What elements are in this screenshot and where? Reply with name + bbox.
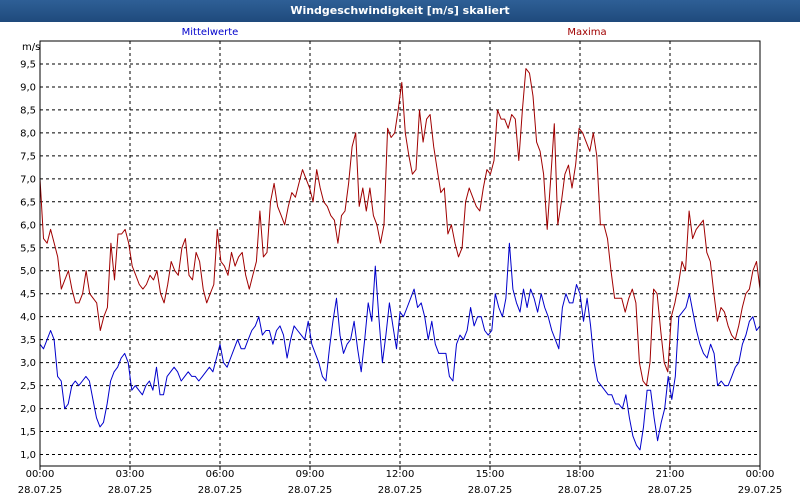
y-tick-label: 4,5: [20, 289, 36, 300]
x-tick-time: 12:00: [386, 469, 415, 480]
y-tick-label: 9,5: [20, 59, 36, 70]
x-tick-date: 28.07.25: [558, 485, 603, 496]
x-tick-date: 28.07.25: [18, 485, 63, 496]
y-tick-label: 8,0: [20, 128, 36, 139]
x-tick-date: 29.07.25: [738, 485, 783, 496]
y-tick-label: 3,0: [20, 358, 36, 369]
x-tick-time: 15:00: [476, 469, 505, 480]
y-tick-label: 5,5: [20, 243, 36, 254]
x-tick-date: 28.07.25: [468, 485, 513, 496]
x-tick-time: 09:00: [296, 469, 325, 480]
y-tick-label: 4,0: [20, 312, 36, 323]
y-tick-label: 2,0: [20, 404, 36, 415]
series-lines: [39, 68, 761, 451]
x-tick-date: 28.07.25: [648, 485, 693, 496]
y-axis-label: m/s: [22, 42, 40, 53]
y-tick-label: 7,0: [20, 174, 36, 185]
y-tick-label: 1,5: [20, 427, 36, 438]
series-line-mittelwerte: [39, 242, 761, 451]
y-tick-label: 9,0: [20, 82, 36, 93]
series-label-maxima: Maxima: [567, 27, 606, 38]
y-tick-label: 7,5: [20, 151, 36, 162]
y-tick-labels: 1,0 1,5 2,0 2,5 3,0 3,5 4,0 4,5 5,0 5,5 6,0 6,5 7,0 7…: [20, 59, 36, 461]
x-tick-time: 21:00: [656, 469, 685, 480]
y-tick-label: 2,5: [20, 381, 36, 392]
x-tick-time: 18:00: [566, 469, 595, 480]
plot-frame: [39, 40, 761, 467]
wind-speed-chart: m/s Mittelwerte Maxima 1,0 1,5 2,0 2,5 3,0 3,…: [18, 27, 783, 496]
x-tick-labels: 00:00 28.07.25 03:00 28.07.25 06:00 28.07.25 0…: [18, 466, 783, 496]
y-tick-label: 6,5: [20, 197, 36, 208]
x-tick-time: 00:00: [746, 469, 775, 480]
x-tick-time: 03:00: [116, 469, 145, 480]
x-tick-date: 28.07.25: [378, 485, 423, 496]
y-tick-label: 8,5: [20, 105, 36, 116]
x-tick-date: 28.07.25: [288, 485, 333, 496]
y-tick-label: 3,5: [20, 335, 36, 346]
x-tick-date: 28.07.25: [108, 485, 153, 496]
series-label-mittelwerte: Mittelwerte: [182, 27, 239, 38]
y-tick-label: 6,0: [20, 220, 36, 231]
x-tick-time: 00:00: [26, 469, 55, 480]
y-tick-label: 5,0: [20, 266, 36, 277]
chart-title: Windgeschwindigkeit [m/s] skaliert: [0, 0, 800, 22]
grid: [40, 41, 760, 466]
x-tick-time: 06:00: [206, 469, 235, 480]
series-line-maxima: [39, 68, 761, 387]
y-tick-label: 1,0: [20, 450, 36, 461]
x-tick-date: 28.07.25: [198, 485, 243, 496]
